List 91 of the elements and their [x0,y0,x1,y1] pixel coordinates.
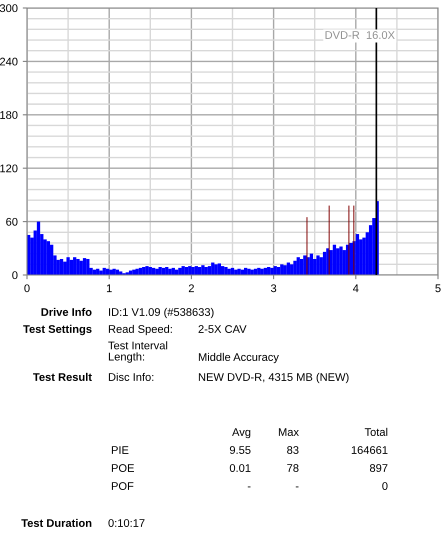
annotation: DVD-R 16.0X [326,31,395,39]
bar [136,268,139,275]
bar [36,222,40,275]
text: Test Duration [21,518,92,527]
bar [66,257,70,275]
bar [204,266,208,275]
bar [240,270,244,275]
bar [132,270,136,275]
y-tick-label: 300 [0,4,18,12]
text: Total [364,428,388,436]
text: Test Result [33,372,92,381]
y-tick-label: 0 [12,271,18,280]
x-tick-label: 1 [106,284,112,292]
text: Disc Info: [108,372,154,381]
text: 164661 [352,446,388,454]
bar [46,241,50,275]
bar [218,263,221,275]
text: 78 [287,464,299,472]
bar [234,270,238,275]
x-tick-label: 0 [24,284,30,292]
y-tick-label: 60 [6,218,18,226]
bar [349,242,353,275]
bar [86,258,90,275]
bar [158,266,162,275]
x-tick-label: 4 [352,284,359,292]
bar [50,244,54,275]
y-tick-label: 240 [0,58,18,66]
bar [310,254,314,275]
y-tick-label: 180 [0,111,18,119]
text: 0 [382,482,388,490]
bar [257,268,260,275]
text: Read Speed: [108,324,172,336]
bar [178,268,182,275]
bar [296,257,300,275]
text: 0.01 [230,464,250,472]
bar [339,246,343,275]
bar [142,266,146,275]
bar [155,268,159,275]
bar [264,268,268,275]
text: Drive Info [42,308,92,316]
text: 9.55 [230,446,251,454]
text: 2-5X CAV [198,325,247,333]
bar [172,268,175,275]
bar [148,266,152,275]
text: 0:10:17 [108,519,145,527]
bar [244,268,248,275]
bar [70,260,74,275]
bar [356,234,360,275]
x-tick-label: 3 [270,284,276,292]
bar [109,270,112,275]
text: Middle Accuracy [198,352,279,364]
bar [96,268,100,275]
text: 83 [287,446,299,454]
bar [27,234,30,275]
text: Test Interval Length: [108,341,168,363]
bar [267,266,270,275]
text: PIE [112,446,128,454]
bar [280,264,284,275]
bar [102,268,106,275]
bar [198,266,202,275]
x-tick-label: 2 [188,284,194,292]
bar [80,260,83,275]
bar [336,248,340,275]
bar [290,264,294,275]
bar [165,266,168,275]
bar [188,266,192,275]
bar [112,268,116,275]
text: - [248,486,251,488]
bar [283,265,287,275]
bar [332,244,336,275]
text: POF [112,482,134,490]
bar [274,266,277,275]
bar [182,266,185,275]
y-tick-label: 120 [0,164,18,172]
bar [220,266,224,275]
text: ID:1 V1.09 (#538633) [109,308,214,318]
text: Test Settings [23,324,92,336]
bar [303,255,306,275]
text: - [296,486,299,488]
bar [250,270,254,275]
text: POE [112,464,134,472]
text: Avg [232,428,250,438]
bar [228,268,231,275]
text: Max [278,428,299,436]
bar [73,257,76,275]
bar [211,262,214,275]
x-tick-label: 5 [435,284,441,292]
bar [56,260,60,275]
text: 897 [370,464,388,472]
text: NEW DVD-R, 4315 MB (NEW) [198,372,349,384]
bar [194,266,198,275]
